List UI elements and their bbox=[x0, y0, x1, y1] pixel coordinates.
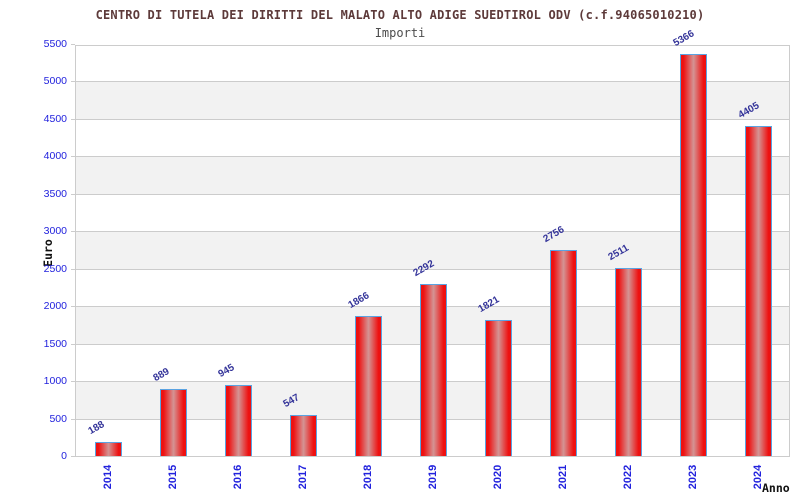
y-tick-mark bbox=[71, 343, 75, 345]
x-tick-label: 2021 bbox=[556, 464, 569, 490]
bar bbox=[420, 284, 447, 456]
y-tick-mark bbox=[71, 268, 75, 270]
y-tick-label: 1000 bbox=[43, 375, 67, 388]
y-tick-label: 3500 bbox=[43, 187, 67, 200]
y-tick-mark bbox=[71, 156, 75, 158]
x-tick-label: 2018 bbox=[361, 464, 374, 490]
bar bbox=[615, 267, 642, 456]
y-tick-label: 500 bbox=[49, 412, 67, 425]
plot-band bbox=[76, 231, 789, 269]
chart-title: CENTRO DI TUTELA DEI DIRITTI DEL MALATO … bbox=[95, 8, 705, 22]
y-tick-label: 2000 bbox=[43, 300, 67, 313]
y-tick-mark bbox=[71, 231, 75, 233]
x-tick-label: 2022 bbox=[621, 464, 634, 490]
x-tick-label: 2019 bbox=[426, 464, 439, 490]
y-tick-label: 0 bbox=[61, 450, 67, 462]
bar bbox=[485, 319, 512, 456]
bar bbox=[745, 126, 772, 456]
bar bbox=[160, 389, 187, 456]
gridline bbox=[76, 118, 789, 120]
y-tick-label: 3000 bbox=[43, 225, 67, 238]
y-tick-label: 4500 bbox=[43, 112, 67, 125]
y-tick-label: 5000 bbox=[43, 75, 67, 88]
bar-value-label: 945 bbox=[216, 362, 237, 381]
gridline bbox=[76, 268, 789, 270]
y-tick-mark bbox=[71, 118, 75, 120]
gridline bbox=[76, 231, 789, 233]
y-tick-mark bbox=[71, 418, 75, 420]
chart-subtitle: Importi bbox=[374, 26, 426, 40]
plot-band bbox=[76, 81, 789, 119]
bar bbox=[225, 385, 252, 456]
x-tick-label: 2023 bbox=[686, 464, 699, 490]
gridline bbox=[76, 156, 789, 158]
y-tick-mark bbox=[71, 193, 75, 195]
x-tick-label: 2015 bbox=[166, 464, 179, 490]
y-tick-label: 5500 bbox=[43, 38, 67, 50]
bar bbox=[355, 316, 382, 456]
x-tick-label: 2016 bbox=[231, 464, 244, 490]
y-tick-mark bbox=[71, 44, 75, 45]
bar bbox=[290, 415, 317, 456]
y-tick-label: 2500 bbox=[43, 262, 67, 275]
bar bbox=[550, 249, 577, 456]
plot-band bbox=[76, 156, 789, 194]
y-tick-label: 1500 bbox=[43, 337, 67, 350]
y-tick-label: 4000 bbox=[43, 150, 67, 163]
plot-area: 188 889 945 547 1866 2292 1821 2756 2511 5366 4405 bbox=[75, 28, 790, 457]
x-tick-label: 2020 bbox=[491, 464, 504, 490]
x-tick-label: 2014 bbox=[101, 464, 114, 490]
gridline bbox=[76, 81, 789, 83]
y-tick-mark bbox=[71, 81, 75, 83]
gridline bbox=[76, 193, 789, 195]
bar bbox=[95, 441, 122, 456]
y-tick-mark bbox=[71, 381, 75, 383]
x-tick-label: 2017 bbox=[296, 464, 309, 490]
bar bbox=[680, 54, 707, 456]
y-tick-mark bbox=[71, 306, 75, 308]
x-axis-title: Anno bbox=[762, 481, 790, 495]
bar-value-label: 188 bbox=[86, 419, 107, 437]
y-tick-mark bbox=[71, 456, 75, 457]
